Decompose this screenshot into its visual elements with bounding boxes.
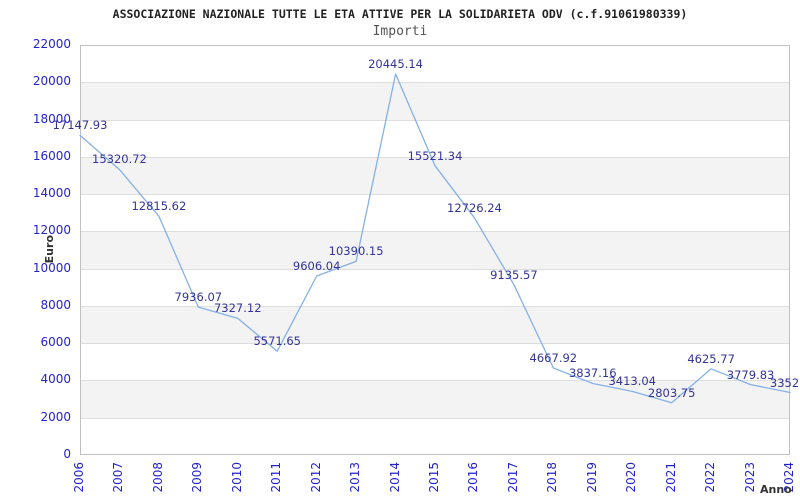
x-tick-label: 2023 [742,462,757,493]
y-tick-label: 12000 [32,223,71,238]
y-tick-label: 8000 [40,297,71,312]
grid-band [80,231,790,270]
x-tick-label: 2010 [229,462,244,493]
x-axis-title: Anno [760,483,792,496]
x-tick-label: 2013 [348,462,363,493]
grid-band [80,82,790,121]
y-tick-label: 10000 [32,260,71,275]
data-point-label: 20445.14 [368,56,423,71]
y-tick-label: 18000 [32,111,71,126]
data-point-label: 4625.77 [687,351,735,366]
gridline [80,194,790,196]
data-point-label: 3352.8 [769,375,800,390]
data-point-label: 15521.34 [407,148,463,163]
grid-band [80,45,790,83]
data-point-label: 5571.65 [253,334,301,349]
y-tick-label: 6000 [40,335,71,350]
data-point-label: 7327.12 [213,301,262,316]
gridline [80,82,790,84]
data-point-label: 3413.04 [608,374,656,389]
x-tick-label: 2016 [466,462,481,493]
data-point-label: 17147.93 [52,118,108,133]
x-tick-label: 2015 [427,462,441,493]
x-tick-label: 2020 [624,462,639,493]
y-tick-label: 16000 [32,148,71,163]
x-tick-label: 2017 [505,462,520,493]
x-tick-label: 2021 [663,462,678,493]
data-point-label: 12726.24 [447,200,502,215]
x-tick-label: 2006 [72,462,86,493]
x-tick-label: 2012 [308,462,323,493]
x-tick-label: 2011 [269,462,284,493]
chart-title: ASSOCIAZIONE NAZIONALE TUTTE LE ETA ATTI… [112,7,688,21]
gridline [80,343,790,345]
gridline [80,268,790,270]
data-point-label: 15320.72 [92,152,147,167]
y-tick-label: 2000 [40,409,71,424]
gridline [80,417,790,419]
x-tick-label: 2022 [703,462,718,493]
x-tick-label: 2018 [545,462,560,493]
x-tick-label: 2007 [111,462,126,493]
chart-subtitle: Importi [372,24,428,39]
gridline [80,380,790,382]
data-point-label: 7936.07 [174,290,223,305]
data-point-label: 4667.92 [529,351,578,365]
data-point-label: 9606.04 [292,258,341,273]
data-point-label: 12815.62 [131,199,187,214]
gridline [80,305,790,307]
grid-band [80,194,790,232]
x-tick-label: 2008 [150,462,165,493]
data-point-label: 3837.16 [568,366,617,381]
y-tick-label: 4000 [40,372,71,387]
y-tick-label: 22000 [32,37,71,51]
data-point-label: 9135.57 [490,267,538,282]
gridline [80,231,790,233]
gridline [80,119,790,121]
x-tick-label: 2019 [584,462,599,493]
y-axis-title: Euro [43,235,56,264]
data-point-label: 3779.83 [726,367,775,382]
x-tick-label: 2014 [387,462,402,493]
y-tick-label: 14000 [32,186,71,201]
data-point-label: 2803.75 [647,385,696,400]
grid-band [80,417,790,456]
x-tick-label: 2009 [190,462,205,493]
grid-band [80,305,790,344]
data-point-label: 10390.15 [328,244,384,259]
grid-band [80,343,790,381]
y-tick-label: 0 [63,447,71,461]
y-tick-label: 20000 [32,74,71,89]
